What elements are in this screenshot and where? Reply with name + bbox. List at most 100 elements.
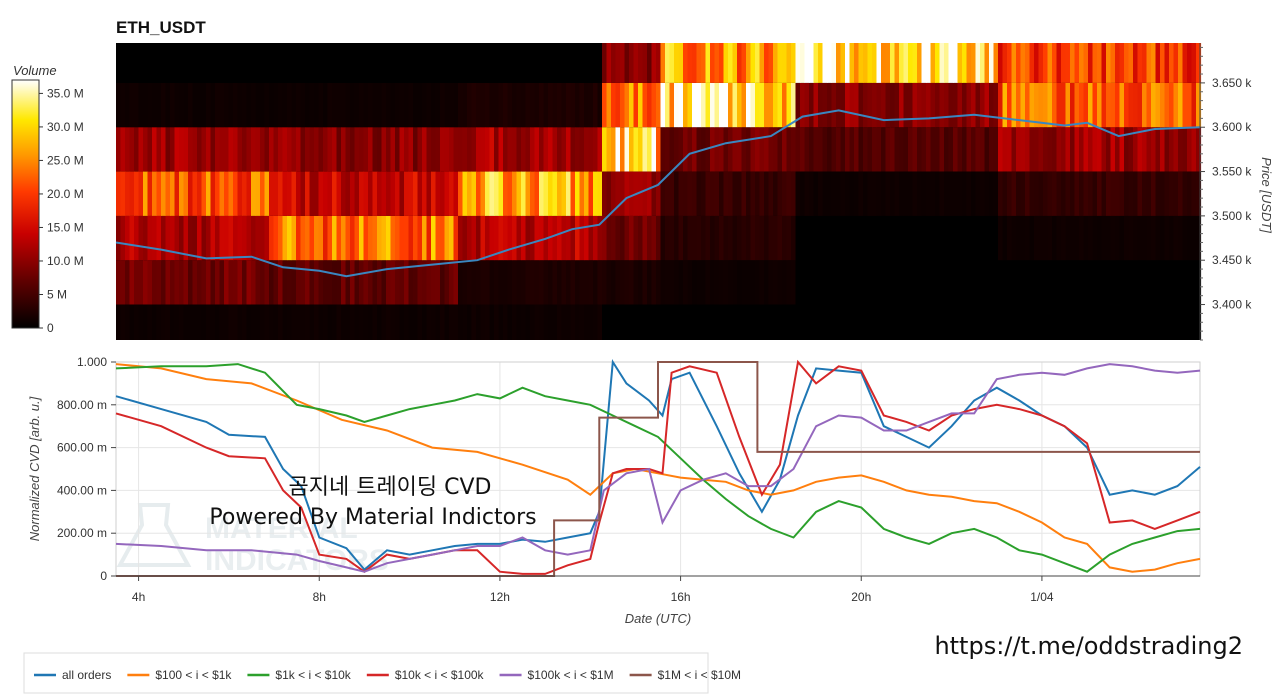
heatmap-cell xyxy=(152,82,158,128)
heatmap-cell xyxy=(1137,127,1143,172)
heatmap-cell xyxy=(314,260,320,305)
heatmap-cell xyxy=(170,215,176,261)
heatmap-cell xyxy=(345,43,351,83)
heatmap-cell xyxy=(422,171,428,216)
legend-item-label[interactable]: all orders xyxy=(62,668,111,682)
heatmap-cell xyxy=(611,215,617,261)
heatmap-cell xyxy=(332,43,338,83)
heatmap-cell xyxy=(161,127,167,172)
heatmap-cell xyxy=(1160,215,1166,261)
heatmap-cell xyxy=(1061,171,1067,216)
heatmap-cell xyxy=(1043,171,1049,216)
heatmap-cell xyxy=(993,127,999,172)
heatmap-cell xyxy=(705,215,711,261)
legend-item-label[interactable]: $100k < i < $1M xyxy=(528,668,614,682)
legend-item-label[interactable]: $10k < i < $100k xyxy=(395,668,485,682)
legend-item-label[interactable]: $100 < i < $1k xyxy=(155,668,232,682)
heatmap-cell xyxy=(1016,82,1022,128)
heatmap-cell xyxy=(1047,171,1053,216)
heatmap-cell xyxy=(683,171,689,216)
heatmap-cell xyxy=(899,127,905,172)
heatmap-cell xyxy=(786,127,792,172)
heatmap-cell xyxy=(449,171,455,216)
heatmap-cell xyxy=(840,260,846,305)
heatmap-cell xyxy=(485,43,491,83)
heatmap-cell xyxy=(534,82,540,128)
heatmap-cell xyxy=(179,215,185,261)
heatmap-cell xyxy=(768,304,774,340)
heatmap-cell xyxy=(260,127,266,172)
heatmap-cell xyxy=(687,43,693,83)
heatmap-cell xyxy=(975,82,981,128)
heatmap-cell xyxy=(237,43,243,83)
heatmap-cell xyxy=(894,171,900,216)
heatmap-cell xyxy=(656,82,662,128)
heatmap-cell xyxy=(669,171,675,216)
heatmap-cell xyxy=(557,215,563,261)
heatmap-cell xyxy=(849,127,855,172)
colorbar-title: Volume xyxy=(13,63,57,78)
heatmap-cell xyxy=(597,127,603,172)
telegram-link[interactable]: https://t.me/oddstrading2 xyxy=(934,632,1243,660)
heatmap-cell xyxy=(1011,43,1017,83)
heatmap-cell xyxy=(408,171,414,216)
heatmap-cell xyxy=(395,260,401,305)
heatmap-cell xyxy=(921,260,927,305)
heatmap-cell xyxy=(323,171,329,216)
heatmap-cell xyxy=(881,171,887,216)
legend-item-label[interactable]: $1M < i < $10M xyxy=(658,668,741,682)
heatmap-cell xyxy=(152,127,158,172)
colorbar-tick-label: 20.0 M xyxy=(47,187,84,201)
heatmap-cell xyxy=(1106,215,1112,261)
heatmap-cell xyxy=(602,82,608,128)
heatmap-cell xyxy=(890,215,896,261)
heatmap-cell xyxy=(593,127,599,172)
heatmap-cell xyxy=(615,215,621,261)
heatmap-cell xyxy=(138,260,144,305)
heatmap-cell xyxy=(575,260,581,305)
heatmap-cell xyxy=(120,304,126,340)
heatmap-cell xyxy=(1101,304,1107,340)
heatmap-cell xyxy=(287,171,293,216)
heatmap-cell xyxy=(962,260,968,305)
heatmap-cell xyxy=(287,127,293,172)
heatmap-cell xyxy=(215,260,221,305)
heatmap-cell xyxy=(395,304,401,340)
heatmap-cell xyxy=(138,171,144,216)
heatmap-cell xyxy=(426,82,432,128)
heatmap-cell xyxy=(966,127,972,172)
heatmap-cell xyxy=(210,43,216,83)
heatmap-cell xyxy=(728,82,734,128)
heatmap-cell xyxy=(588,127,594,172)
heatmap-cell xyxy=(1146,260,1152,305)
heatmap-cell xyxy=(1101,127,1107,172)
heatmap-cell xyxy=(215,215,221,261)
heatmap-cell xyxy=(143,43,149,83)
heatmap-cell xyxy=(584,260,590,305)
heatmap-cell xyxy=(651,304,657,340)
heatmap-cell xyxy=(1088,171,1094,216)
heatmap-cell xyxy=(413,43,419,83)
heatmap-cell xyxy=(440,304,446,340)
heatmap-cell xyxy=(1011,304,1017,340)
heatmap-cell xyxy=(354,171,360,216)
heatmap-cell xyxy=(404,127,410,172)
heatmap-cell xyxy=(921,127,927,172)
heatmap-cell xyxy=(782,260,788,305)
heatmap-cell xyxy=(624,260,630,305)
heatmap-cell xyxy=(660,43,666,83)
heatmap-cell xyxy=(1142,215,1148,261)
heatmap-cell xyxy=(1187,304,1193,340)
heatmap-cell xyxy=(147,43,153,83)
heatmap-cell xyxy=(1029,82,1035,128)
heatmap-cell xyxy=(665,260,671,305)
heatmap-cell xyxy=(665,215,671,261)
heatmap-cell xyxy=(1160,171,1166,216)
heatmap-cell xyxy=(908,171,914,216)
cvd-y-tick-label: 200.00 m xyxy=(57,526,107,540)
heatmap-cell xyxy=(795,171,801,216)
heatmap-cell xyxy=(714,215,720,261)
heatmap-cell xyxy=(813,304,819,340)
heatmap-cell xyxy=(930,127,936,172)
legend-item-label[interactable]: $1k < i < $10k xyxy=(275,668,351,682)
